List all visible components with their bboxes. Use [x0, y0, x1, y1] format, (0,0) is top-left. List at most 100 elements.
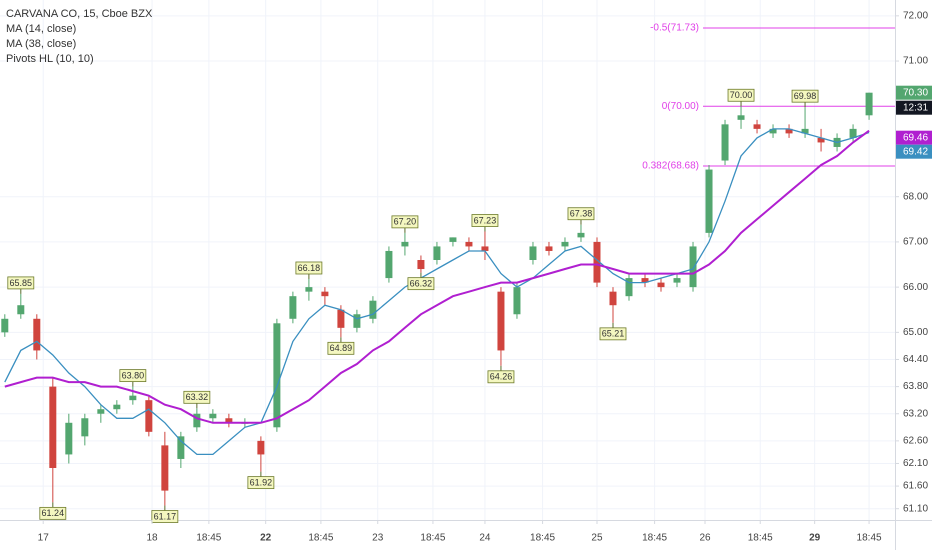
candle-body — [593, 241, 601, 283]
plot: -0.5(71.73) 0(70.00) 0.382(68.68) 65.85 61.2… — [1, 23, 895, 523]
x-tick-label: 25 — [591, 533, 603, 544]
x-tick-label: 17 — [38, 533, 50, 544]
pivot-box — [151, 510, 179, 523]
pivot-label: 67.23 — [474, 215, 497, 225]
countdown-tag — [896, 100, 932, 115]
y-tick-label: 62.60 — [903, 436, 928, 447]
pivot-label: 64.26 — [490, 372, 513, 382]
pivot-box — [727, 88, 755, 102]
candle-body — [401, 241, 409, 247]
candle-body — [865, 92, 873, 116]
candle-body — [321, 291, 329, 297]
pivot-box — [7, 276, 35, 290]
candle-body — [337, 309, 345, 328]
pivot-label: 67.20 — [394, 217, 417, 227]
candle-body — [289, 296, 297, 319]
candle-body — [497, 291, 505, 351]
candle-body — [657, 282, 665, 288]
candle-body — [65, 422, 73, 455]
pivot-label: 64.89 — [330, 343, 353, 353]
y-tick-label: 62.10 — [903, 458, 928, 469]
x-tick-label: 22 — [260, 533, 272, 544]
candle-body — [177, 436, 185, 459]
pivot-box — [567, 207, 595, 221]
x-tick-label: 23 — [372, 533, 384, 544]
candle-body — [97, 409, 105, 414]
candle-body — [1, 318, 9, 333]
y-tick-label: 64.40 — [903, 354, 928, 365]
candle-body — [225, 418, 233, 423]
candle-body — [529, 246, 537, 260]
candle-body — [561, 241, 569, 247]
pivot-label: 65.85 — [10, 278, 33, 288]
candle-body — [465, 241, 473, 247]
ma-line — [4, 128, 870, 456]
x-tick-label: 18 — [146, 533, 158, 544]
y-tick-label: 63.20 — [903, 408, 928, 419]
candle-body — [449, 237, 457, 242]
fib-label: -0.5(71.73) — [650, 23, 699, 34]
pivot-label: 66.32 — [410, 279, 433, 289]
pivot-box — [599, 327, 627, 341]
pivot-box — [791, 89, 819, 103]
pivot-label: 63.32 — [186, 392, 209, 402]
candle-body — [369, 300, 377, 319]
legend-entry: MA (14, close) — [6, 23, 76, 35]
x-tick-label: 26 — [699, 533, 711, 544]
candle-body — [801, 128, 809, 134]
candle-body — [609, 291, 617, 306]
x-tick-label: 18:45 — [530, 533, 555, 544]
pivot-label: 66.18 — [298, 263, 321, 273]
pivot-label: 69.98 — [794, 91, 817, 101]
labels: 72.00 71.00 68.00 67.00 66.00 65.00 64.40 63.80… — [38, 10, 932, 544]
pivot-box — [247, 476, 275, 490]
x-tick-label: 18:45 — [196, 533, 221, 544]
candle-body — [433, 246, 441, 260]
candle-body — [161, 445, 169, 491]
candle-body — [481, 246, 489, 251]
price-tag-label: 70.30 — [903, 87, 928, 98]
y-tick-label: 61.10 — [903, 503, 928, 514]
candle-body — [817, 137, 825, 143]
price-tag — [896, 130, 932, 145]
y-tick-label: 71.00 — [903, 56, 928, 67]
chart-title: CARVANA CO, 15, Cboe BZX — [6, 8, 153, 20]
y-tick-label: 63.80 — [903, 381, 928, 392]
y-tick-label: 68.00 — [903, 191, 928, 202]
price-tag — [896, 85, 932, 100]
pivot-box — [119, 369, 147, 383]
candle-body — [737, 115, 745, 120]
candle-body — [417, 260, 425, 270]
countdown-label: 12:31 — [903, 102, 928, 113]
candle-body — [209, 413, 217, 419]
candle-body — [785, 128, 793, 134]
candle-body — [753, 124, 761, 129]
pivot-box — [183, 390, 211, 404]
pivot-label: 63.80 — [122, 370, 145, 380]
candle-body — [353, 314, 361, 328]
x-tick-label: 18:45 — [420, 533, 445, 544]
candle-body — [145, 400, 153, 432]
pivot-label: 61.24 — [42, 508, 65, 518]
candle-body — [273, 323, 281, 428]
pivot-box — [327, 341, 355, 355]
price-tag-label: 69.42 — [903, 146, 928, 157]
x-tick-label: 24 — [479, 533, 491, 544]
pivot-box — [39, 506, 67, 520]
candle-body — [689, 246, 697, 288]
candle-body — [49, 386, 57, 468]
y-tick-label: 66.00 — [903, 282, 928, 293]
candle-body — [721, 124, 729, 161]
fib-label: 0(70.00) — [662, 101, 699, 112]
candle-body — [193, 413, 201, 428]
x-tick-label: 18:45 — [308, 533, 333, 544]
candle-body — [129, 395, 137, 401]
pivot-box — [391, 215, 419, 229]
candle-body — [545, 246, 553, 251]
price-tag — [896, 144, 932, 159]
pivot-label: 65.21 — [602, 329, 625, 339]
pivot-box — [471, 214, 499, 227]
pivot-label: 67.38 — [570, 209, 593, 219]
